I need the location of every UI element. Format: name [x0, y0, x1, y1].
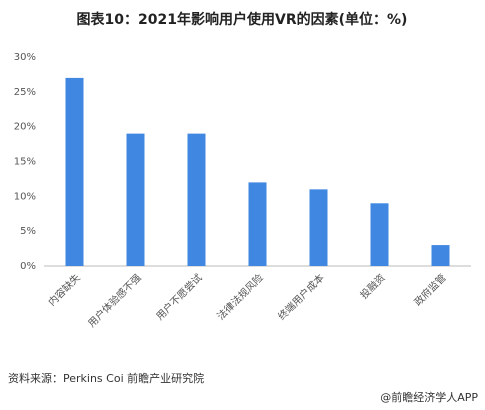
x-tick-label: 投融资 — [357, 271, 387, 301]
bar — [187, 133, 206, 266]
y-tick-label: 5% — [20, 226, 36, 237]
y-tick-label: 20% — [14, 122, 36, 133]
x-tick-label: 用户体验感不强 — [85, 271, 144, 330]
bar — [65, 77, 84, 267]
x-tick-label: 用户不愿尝试 — [153, 271, 205, 323]
source: 资料来源：Perkins Coi 前瞻产业研究院 — [8, 371, 204, 385]
x-tick-label: 法律法规风险 — [214, 271, 266, 323]
bar — [309, 189, 328, 266]
x-tick-label: 终端用户成本 — [275, 271, 327, 323]
y-tick-label: 30% — [14, 52, 36, 63]
bar — [126, 133, 145, 266]
bar — [431, 245, 450, 266]
x-tick-label: 内容缺失 — [45, 271, 82, 308]
bar — [248, 182, 267, 266]
y-tick-label: 10% — [14, 191, 36, 202]
y-tick-label: 0% — [20, 261, 36, 272]
footer: @前瞻经济学人APP — [380, 390, 478, 404]
y-tick-label: 25% — [14, 87, 36, 98]
bar — [370, 203, 389, 266]
x-tick-label: 政府监管 — [411, 271, 448, 308]
y-tick-label: 15% — [14, 157, 36, 168]
chart-title: 图表10：2021年影响用户使用VR的因素(单位：%) — [77, 11, 408, 28]
